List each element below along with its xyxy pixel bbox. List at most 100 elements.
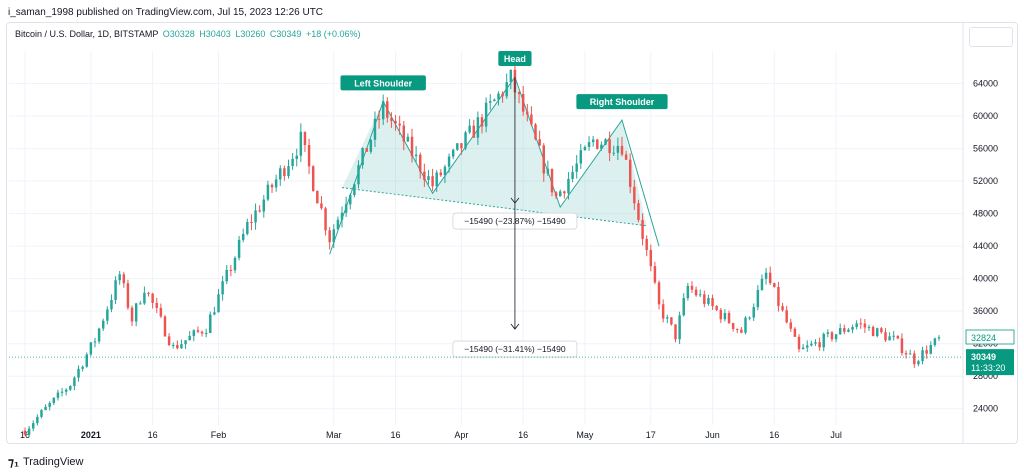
candle-body	[834, 334, 838, 340]
candle-body	[406, 136, 410, 142]
candle-body	[56, 392, 60, 398]
candle-body	[287, 166, 290, 177]
candle-body	[908, 353, 912, 355]
candle-body	[295, 155, 298, 159]
candle-body	[616, 145, 620, 153]
candle-body	[896, 335, 900, 339]
candle-body	[554, 192, 558, 197]
publisher-line: i_saman_1998 published on TradingView.co…	[8, 7, 324, 18]
candle-body	[929, 345, 933, 354]
candle-body	[497, 93, 500, 100]
candle-body	[526, 111, 529, 115]
candle-body	[52, 397, 56, 404]
candle-body	[694, 289, 698, 296]
candle-body	[884, 332, 887, 341]
candle-body	[859, 323, 863, 325]
candle-body	[48, 403, 51, 407]
chart-frame[interactable]: Bitcoin / U.S. Dollar, 1D, BITSTAMP O303…	[6, 22, 1018, 444]
candle-body	[381, 101, 385, 120]
candle-body	[159, 307, 163, 317]
candle-body	[237, 239, 241, 258]
candle-body	[880, 328, 883, 333]
x-tick-label: Jun	[705, 430, 720, 440]
candle-body	[229, 269, 233, 271]
candle-body	[740, 329, 743, 333]
candle-body	[843, 328, 846, 332]
candle-body	[748, 317, 751, 319]
candle-body	[303, 131, 307, 146]
candle-body	[464, 132, 467, 149]
candle-body	[423, 171, 426, 180]
candle-body	[488, 101, 492, 103]
candle-body	[900, 338, 904, 354]
pattern-label-bg	[498, 51, 532, 67]
candle-body	[44, 406, 47, 411]
candle-body	[241, 233, 245, 240]
candle-body	[122, 274, 126, 284]
ohlc-close: C30349	[269, 29, 302, 39]
candle-body	[641, 219, 644, 239]
candle-body	[89, 342, 93, 355]
candle-body	[736, 328, 739, 330]
candle-body	[653, 266, 657, 283]
candle-body	[670, 317, 673, 325]
candle-body	[818, 342, 821, 348]
candle-body	[163, 316, 167, 337]
candle-body	[431, 176, 434, 187]
candle-body	[892, 335, 895, 337]
ohlc-low: L30260	[235, 29, 266, 39]
candle-body	[925, 350, 928, 354]
candle-body	[810, 343, 813, 346]
candle-body	[414, 154, 418, 157]
candle-body	[171, 344, 175, 346]
candle-body	[468, 125, 471, 133]
candle-body	[801, 347, 805, 350]
current-price-badge	[966, 349, 1014, 376]
candle-body	[460, 143, 463, 149]
candle-body	[139, 303, 142, 305]
candle-body	[752, 307, 755, 318]
candle-body	[493, 99, 496, 102]
candle-body	[633, 186, 636, 204]
candle-body	[279, 168, 282, 180]
price-chart[interactable]: 64000 60000 56000 52000 48000 44000 40000 36000…	[7, 23, 1017, 443]
measure-box	[452, 340, 578, 358]
top-right-control[interactable]	[969, 27, 1013, 47]
candle-body	[69, 386, 72, 390]
candle-body	[530, 114, 533, 125]
candle-body	[147, 292, 150, 294]
candle-body	[612, 152, 615, 154]
candle-body	[855, 323, 858, 328]
pattern-label-bg	[576, 94, 668, 110]
candle-body	[97, 328, 101, 342]
candle-body	[731, 323, 735, 329]
pattern-fill-area	[342, 77, 647, 226]
x-tick-label: Mar	[326, 430, 342, 440]
candle-body	[60, 391, 64, 393]
candle-body	[542, 145, 545, 174]
candle-body	[274, 179, 278, 188]
candle-body	[620, 145, 624, 155]
measure-arrowhead	[510, 323, 520, 330]
candle-body	[913, 353, 916, 365]
candle-body	[233, 257, 237, 271]
y-tick-label: 56000	[973, 144, 998, 154]
candle-body	[101, 320, 105, 329]
candle-body	[311, 166, 315, 192]
candle-body	[703, 294, 706, 304]
candle-body	[373, 118, 377, 140]
candle-body	[591, 139, 595, 143]
candle-body	[410, 136, 414, 157]
brand-label: TradingView	[22, 456, 84, 468]
candle-body	[571, 171, 574, 179]
candle-body	[657, 282, 661, 305]
x-tick-label: 2021	[81, 430, 101, 440]
candle-body	[180, 344, 183, 349]
candle-body	[538, 139, 541, 146]
alt-price-badge	[965, 329, 1015, 345]
x-tick-label: 17	[646, 430, 656, 440]
candle-body	[258, 210, 261, 212]
candle-body	[283, 168, 286, 177]
candle-body	[456, 143, 459, 150]
y-tick-label: 28000	[973, 371, 998, 381]
